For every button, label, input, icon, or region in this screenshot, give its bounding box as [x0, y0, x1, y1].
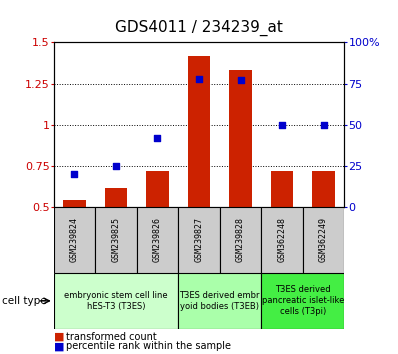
Text: percentile rank within the sample: percentile rank within the sample: [66, 341, 231, 351]
Bar: [54, 273, 178, 329]
Bar: [95, 207, 137, 273]
Bar: [220, 207, 261, 273]
Point: [237, 78, 244, 83]
Point: [154, 135, 161, 141]
Text: GSM239828: GSM239828: [236, 217, 245, 262]
Bar: [271, 171, 293, 207]
Text: ■: ■: [54, 341, 64, 351]
Bar: [303, 207, 344, 273]
Bar: [178, 273, 261, 329]
Bar: [178, 207, 220, 273]
Text: T3ES derived
pancreatic islet-like
cells (T3pi): T3ES derived pancreatic islet-like cells…: [261, 285, 344, 316]
Text: ■: ■: [54, 332, 64, 342]
Text: T3ES derived embr
yoid bodies (T3EB): T3ES derived embr yoid bodies (T3EB): [179, 291, 260, 311]
Text: GSM362248: GSM362248: [277, 217, 287, 262]
Point: [279, 122, 285, 128]
Bar: [137, 207, 178, 273]
Text: cell type: cell type: [2, 296, 47, 306]
Text: GSM362249: GSM362249: [319, 217, 328, 262]
Bar: [63, 200, 86, 207]
Bar: [261, 207, 303, 273]
Bar: [187, 56, 211, 207]
Bar: [105, 188, 127, 207]
Point: [71, 171, 78, 177]
Bar: [54, 207, 95, 273]
Text: GSM239826: GSM239826: [153, 217, 162, 262]
Bar: [146, 171, 169, 207]
Bar: [312, 171, 335, 207]
Text: GSM239825: GSM239825: [111, 217, 121, 262]
Text: GDS4011 / 234239_at: GDS4011 / 234239_at: [115, 19, 283, 36]
Text: embryonic stem cell line
hES-T3 (T3ES): embryonic stem cell line hES-T3 (T3ES): [64, 291, 168, 311]
Point: [113, 163, 119, 169]
Bar: [261, 273, 344, 329]
Point: [320, 122, 327, 128]
Text: transformed count: transformed count: [66, 332, 156, 342]
Text: GSM239827: GSM239827: [195, 217, 203, 262]
Text: GSM239824: GSM239824: [70, 217, 79, 262]
Point: [196, 76, 202, 81]
Bar: [229, 70, 252, 207]
